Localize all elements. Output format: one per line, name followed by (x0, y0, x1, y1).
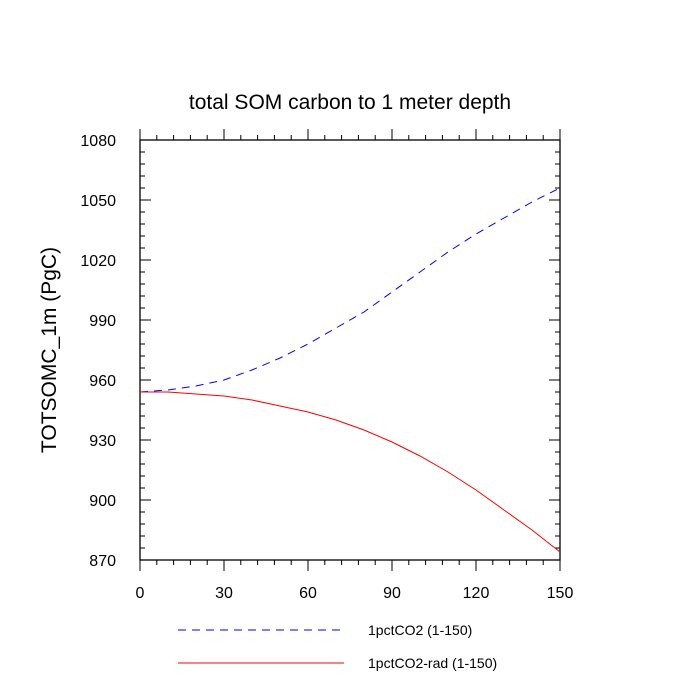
axes: 0 30 60 90 120 150 870 900 930 960 990 1020 1050 1080 (80, 129, 573, 602)
y-tick-label: 1080 (80, 133, 116, 150)
plot-lines (139, 187, 561, 553)
x-tick-label: 0 (136, 585, 145, 602)
x-tick-label: 90 (383, 585, 401, 602)
legend-label-2: 1pctCO2-rad (1-150) (368, 655, 497, 671)
y-tick-label: 990 (89, 313, 116, 330)
legend: 1pctCO2 (1-150) 1pctCO2-rad (1-150) (178, 622, 497, 671)
plot-frame (139, 139, 561, 561)
y-axis-label: TOTSOMC_1m (PgC) (38, 247, 61, 453)
x-tick-label: 60 (299, 585, 317, 602)
x-tick-label: 120 (463, 585, 490, 602)
y-tick-label: 930 (89, 433, 116, 450)
y-tick-label: 900 (89, 493, 116, 510)
x-tick-label: 150 (547, 585, 574, 602)
y-tick-label: 960 (89, 373, 116, 390)
chart-title: total SOM carbon to 1 meter depth (189, 91, 511, 114)
y-tick-label: 1050 (80, 193, 116, 210)
y-tick-label: 870 (89, 553, 116, 570)
x-tick-label: 30 (215, 585, 233, 602)
series-line-2 (140, 391, 561, 553)
legend-label-1: 1pctCO2 (1-150) (368, 622, 472, 638)
y-tick-label: 1020 (80, 253, 116, 270)
series-line-1 (139, 187, 561, 393)
